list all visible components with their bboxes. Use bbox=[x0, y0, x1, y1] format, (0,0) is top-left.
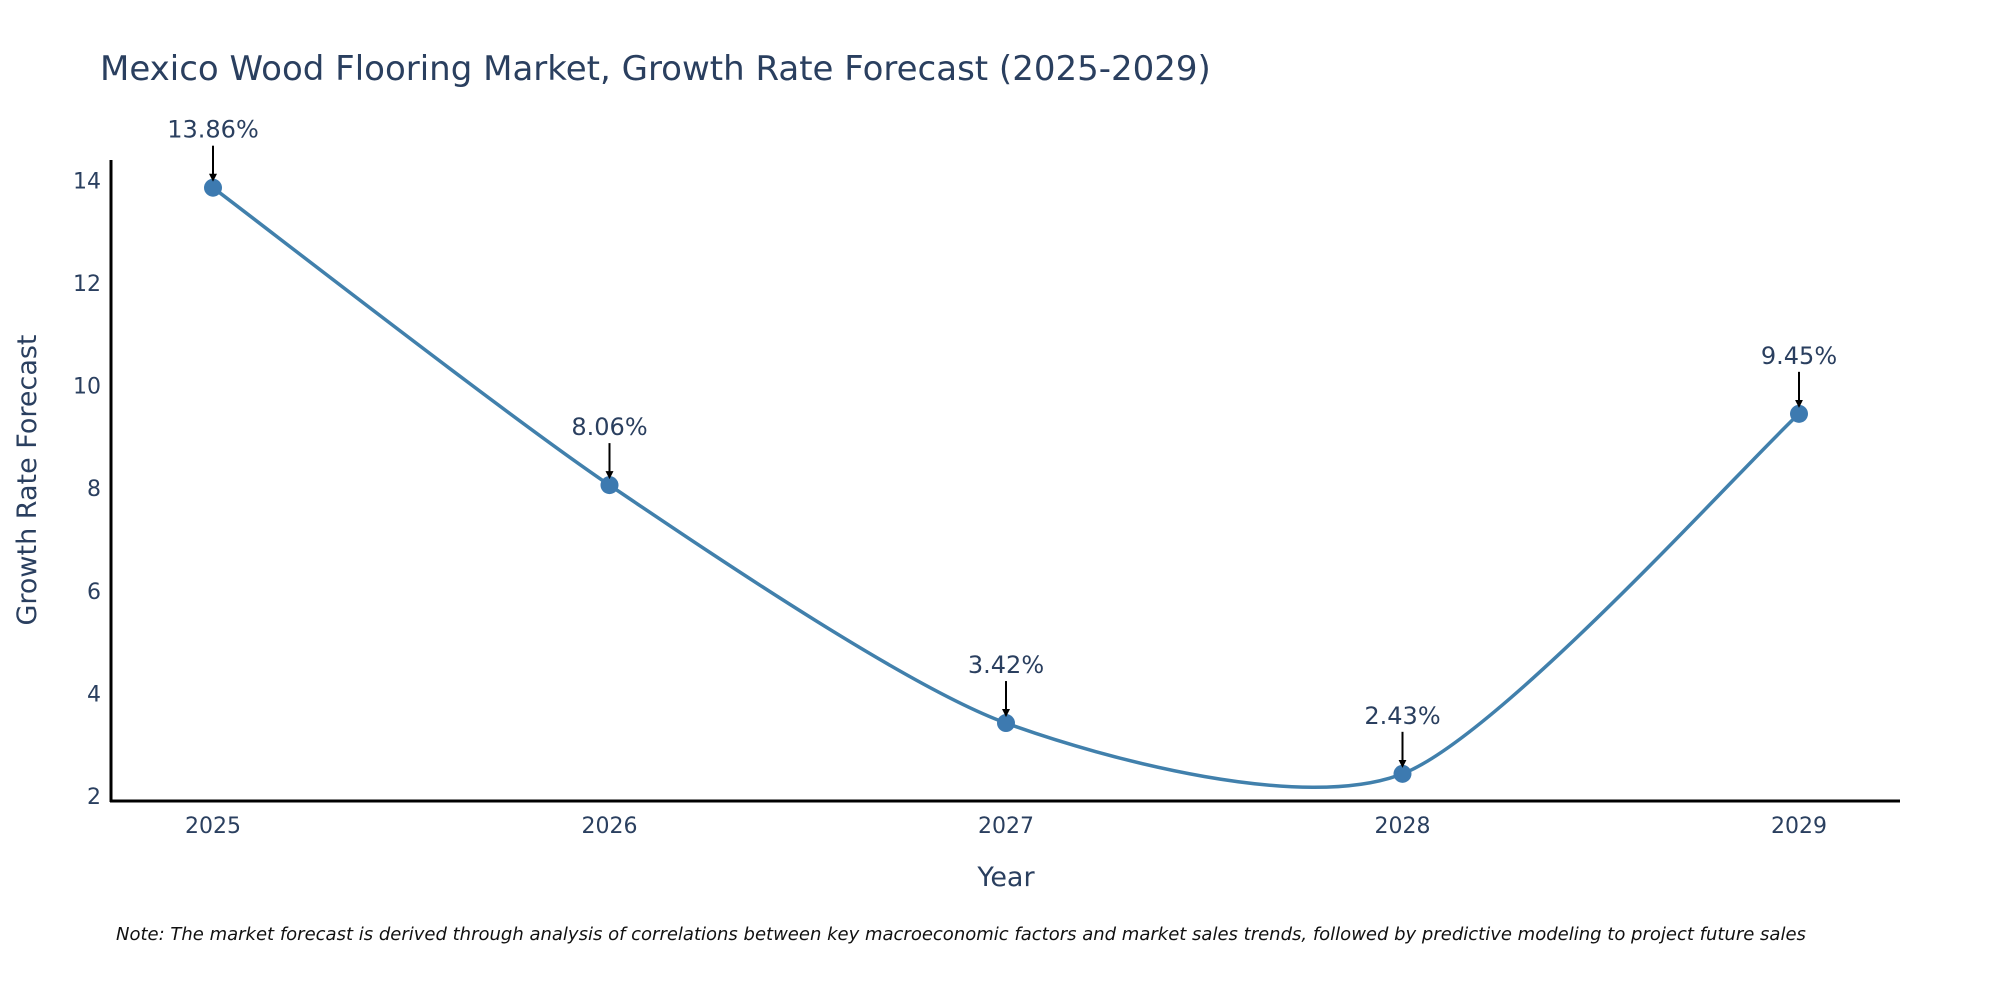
x-tick-label: 2027 bbox=[978, 814, 1034, 839]
data-point bbox=[1393, 764, 1412, 783]
data-label: 2.43% bbox=[1364, 702, 1440, 730]
data-point bbox=[600, 476, 619, 495]
y-tick-label: 14 bbox=[73, 170, 101, 195]
x-tick-label: 2029 bbox=[1771, 814, 1827, 839]
y-tick-label: 12 bbox=[73, 272, 101, 297]
chart-title: Mexico Wood Flooring Market, Growth Rate… bbox=[100, 49, 1211, 89]
data-point bbox=[997, 714, 1015, 733]
chart-note: Note: The market forecast is derived thr… bbox=[116, 924, 1806, 945]
x-tick-label: 2025 bbox=[185, 814, 241, 839]
y-tick-label: 8 bbox=[87, 477, 101, 502]
data-label: 3.42% bbox=[968, 651, 1044, 679]
data-label: 9.45% bbox=[1761, 342, 1837, 370]
x-tick-label: 2028 bbox=[1375, 814, 1431, 839]
y-tick-label: 6 bbox=[87, 580, 101, 605]
data-label: 8.06% bbox=[571, 413, 647, 441]
y-axis-title: Growth Rate Forecast bbox=[12, 334, 43, 625]
data-point bbox=[204, 178, 222, 197]
plot-area: 2 4 6 8 10 12 14 2025 2026 2027 2028 2029 13.86% 8.06… bbox=[73, 116, 1900, 839]
y-tick-label: 4 bbox=[87, 682, 101, 707]
data-point bbox=[1790, 404, 1808, 423]
x-axis-title: Year bbox=[976, 862, 1035, 893]
data-label: 13.86% bbox=[167, 116, 259, 144]
y-tick-label: 10 bbox=[73, 375, 101, 400]
y-tick-label: 2 bbox=[87, 785, 101, 810]
x-tick-label: 2026 bbox=[582, 814, 638, 839]
